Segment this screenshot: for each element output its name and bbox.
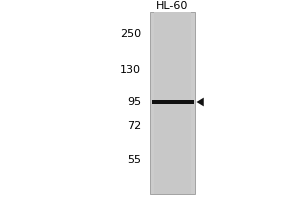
Bar — [150, 12, 195, 194]
Bar — [154, 12, 191, 194]
Text: 95: 95 — [127, 97, 141, 107]
Text: 72: 72 — [127, 121, 141, 131]
Polygon shape — [196, 98, 204, 106]
Bar — [152, 100, 194, 104]
Text: 250: 250 — [120, 29, 141, 39]
Text: HL-60: HL-60 — [156, 1, 189, 11]
Text: 130: 130 — [120, 65, 141, 75]
Text: 55: 55 — [127, 155, 141, 165]
